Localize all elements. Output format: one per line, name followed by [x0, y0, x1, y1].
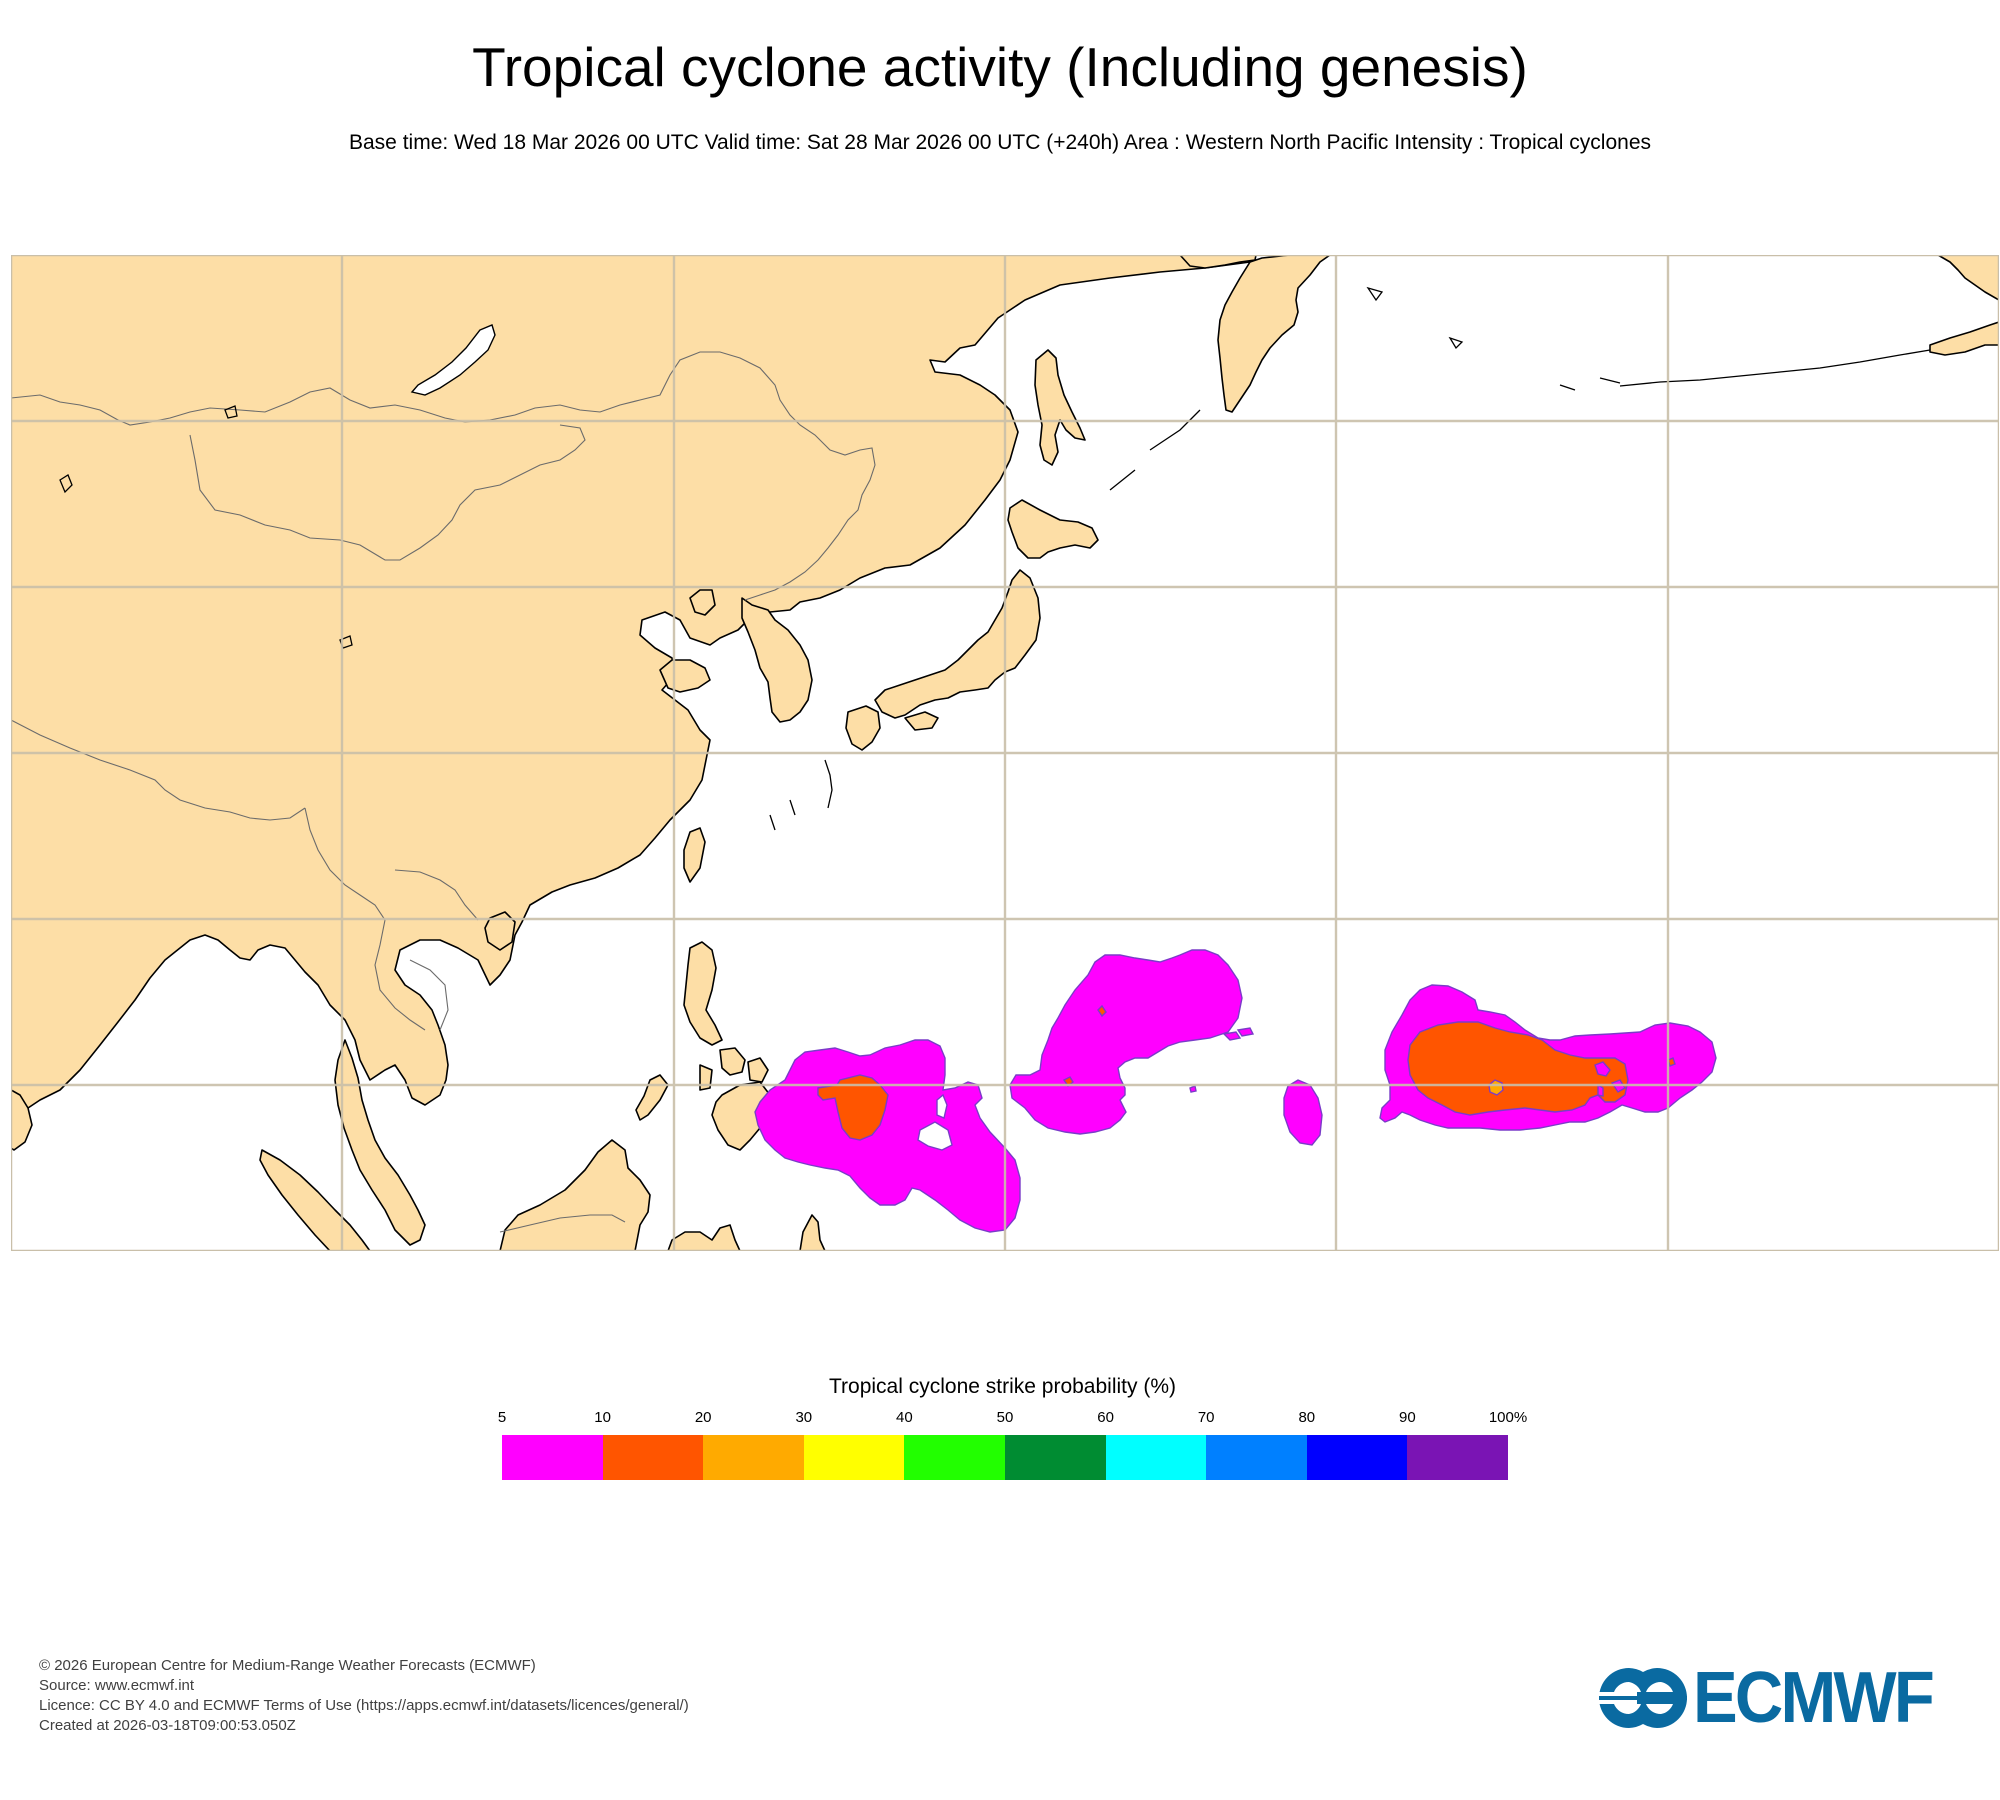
legend-tick: 5 [497, 1409, 507, 1426]
legend-tick: 40 [896, 1409, 913, 1426]
legend-tick: 60 [1097, 1409, 1114, 1426]
ecmwf-logo-mark-icon [1599, 1668, 1687, 1728]
source-text: Source: www.ecmwf.int [39, 1677, 195, 1694]
forecast-subtitle: Base time: Wed 18 Mar 2026 00 UTC Valid … [349, 131, 1651, 154]
prob-cluster-philippine-sea [754, 1039, 1021, 1233]
created-at-text: Created at 2026-03-18T09:00:53.050Z [39, 1717, 296, 1734]
legend-swatch-5-10 [502, 1435, 603, 1480]
legend-tick: 90 [1399, 1409, 1416, 1426]
legend-color-bar [502, 1435, 1508, 1480]
legend-swatch-10-20 [602, 1435, 704, 1480]
footer-credits: © 2026 European Centre for Medium-Range … [39, 1656, 689, 1736]
copyright-text: © 2026 European Centre for Medium-Range … [39, 1657, 536, 1674]
graticule [11, 255, 1999, 1251]
legend-swatch-40-50 [904, 1435, 1005, 1480]
legend-tick: 50 [996, 1409, 1014, 1426]
lake-baikal [410, 324, 496, 396]
legend-title: Tropical cyclone strike probability (%) [828, 1375, 1176, 1398]
prob-cluster-west-pacific-central [1009, 949, 1255, 1135]
prob-cluster-central-pacific-east [1379, 984, 1717, 1131]
small-islands [59, 286, 1931, 1119]
legend-tick: 30 [795, 1409, 813, 1426]
land-asia-mainland [11, 255, 1999, 1251]
ecmwf-logo: ECMWF [1597, 1658, 1977, 1738]
legend-ticks: 5 10 20 30 40 50 60 70 80 90 100% [498, 1409, 1527, 1429]
legend-swatch-60-70 [1105, 1435, 1207, 1480]
legend-tick: 100% [1488, 1409, 1528, 1426]
legend-tick: 10 [594, 1409, 611, 1426]
legend-swatch-90-100 [1407, 1435, 1508, 1480]
legend-swatch-20-30 [703, 1435, 804, 1480]
legend-tick: 20 [694, 1409, 712, 1426]
legend-swatch-50-60 [1004, 1435, 1106, 1480]
legend-swatch-70-80 [1206, 1435, 1307, 1480]
licence-text: Licence: CC BY 4.0 and ECMWF Terms of Us… [39, 1697, 689, 1714]
map-canvas [11, 255, 1999, 1251]
legend-swatch-80-90 [1306, 1435, 1408, 1480]
legend-tick: 80 [1298, 1409, 1316, 1426]
ecmwf-logo-text: ECMWF [1693, 1658, 1935, 1738]
legend-tick: 70 [1197, 1409, 1215, 1426]
legend-swatch-30-40 [803, 1435, 905, 1480]
country-borders [11, 351, 876, 1233]
probability-map [11, 255, 1999, 1251]
page-title: Tropical cyclone activity (Including gen… [472, 36, 1528, 98]
